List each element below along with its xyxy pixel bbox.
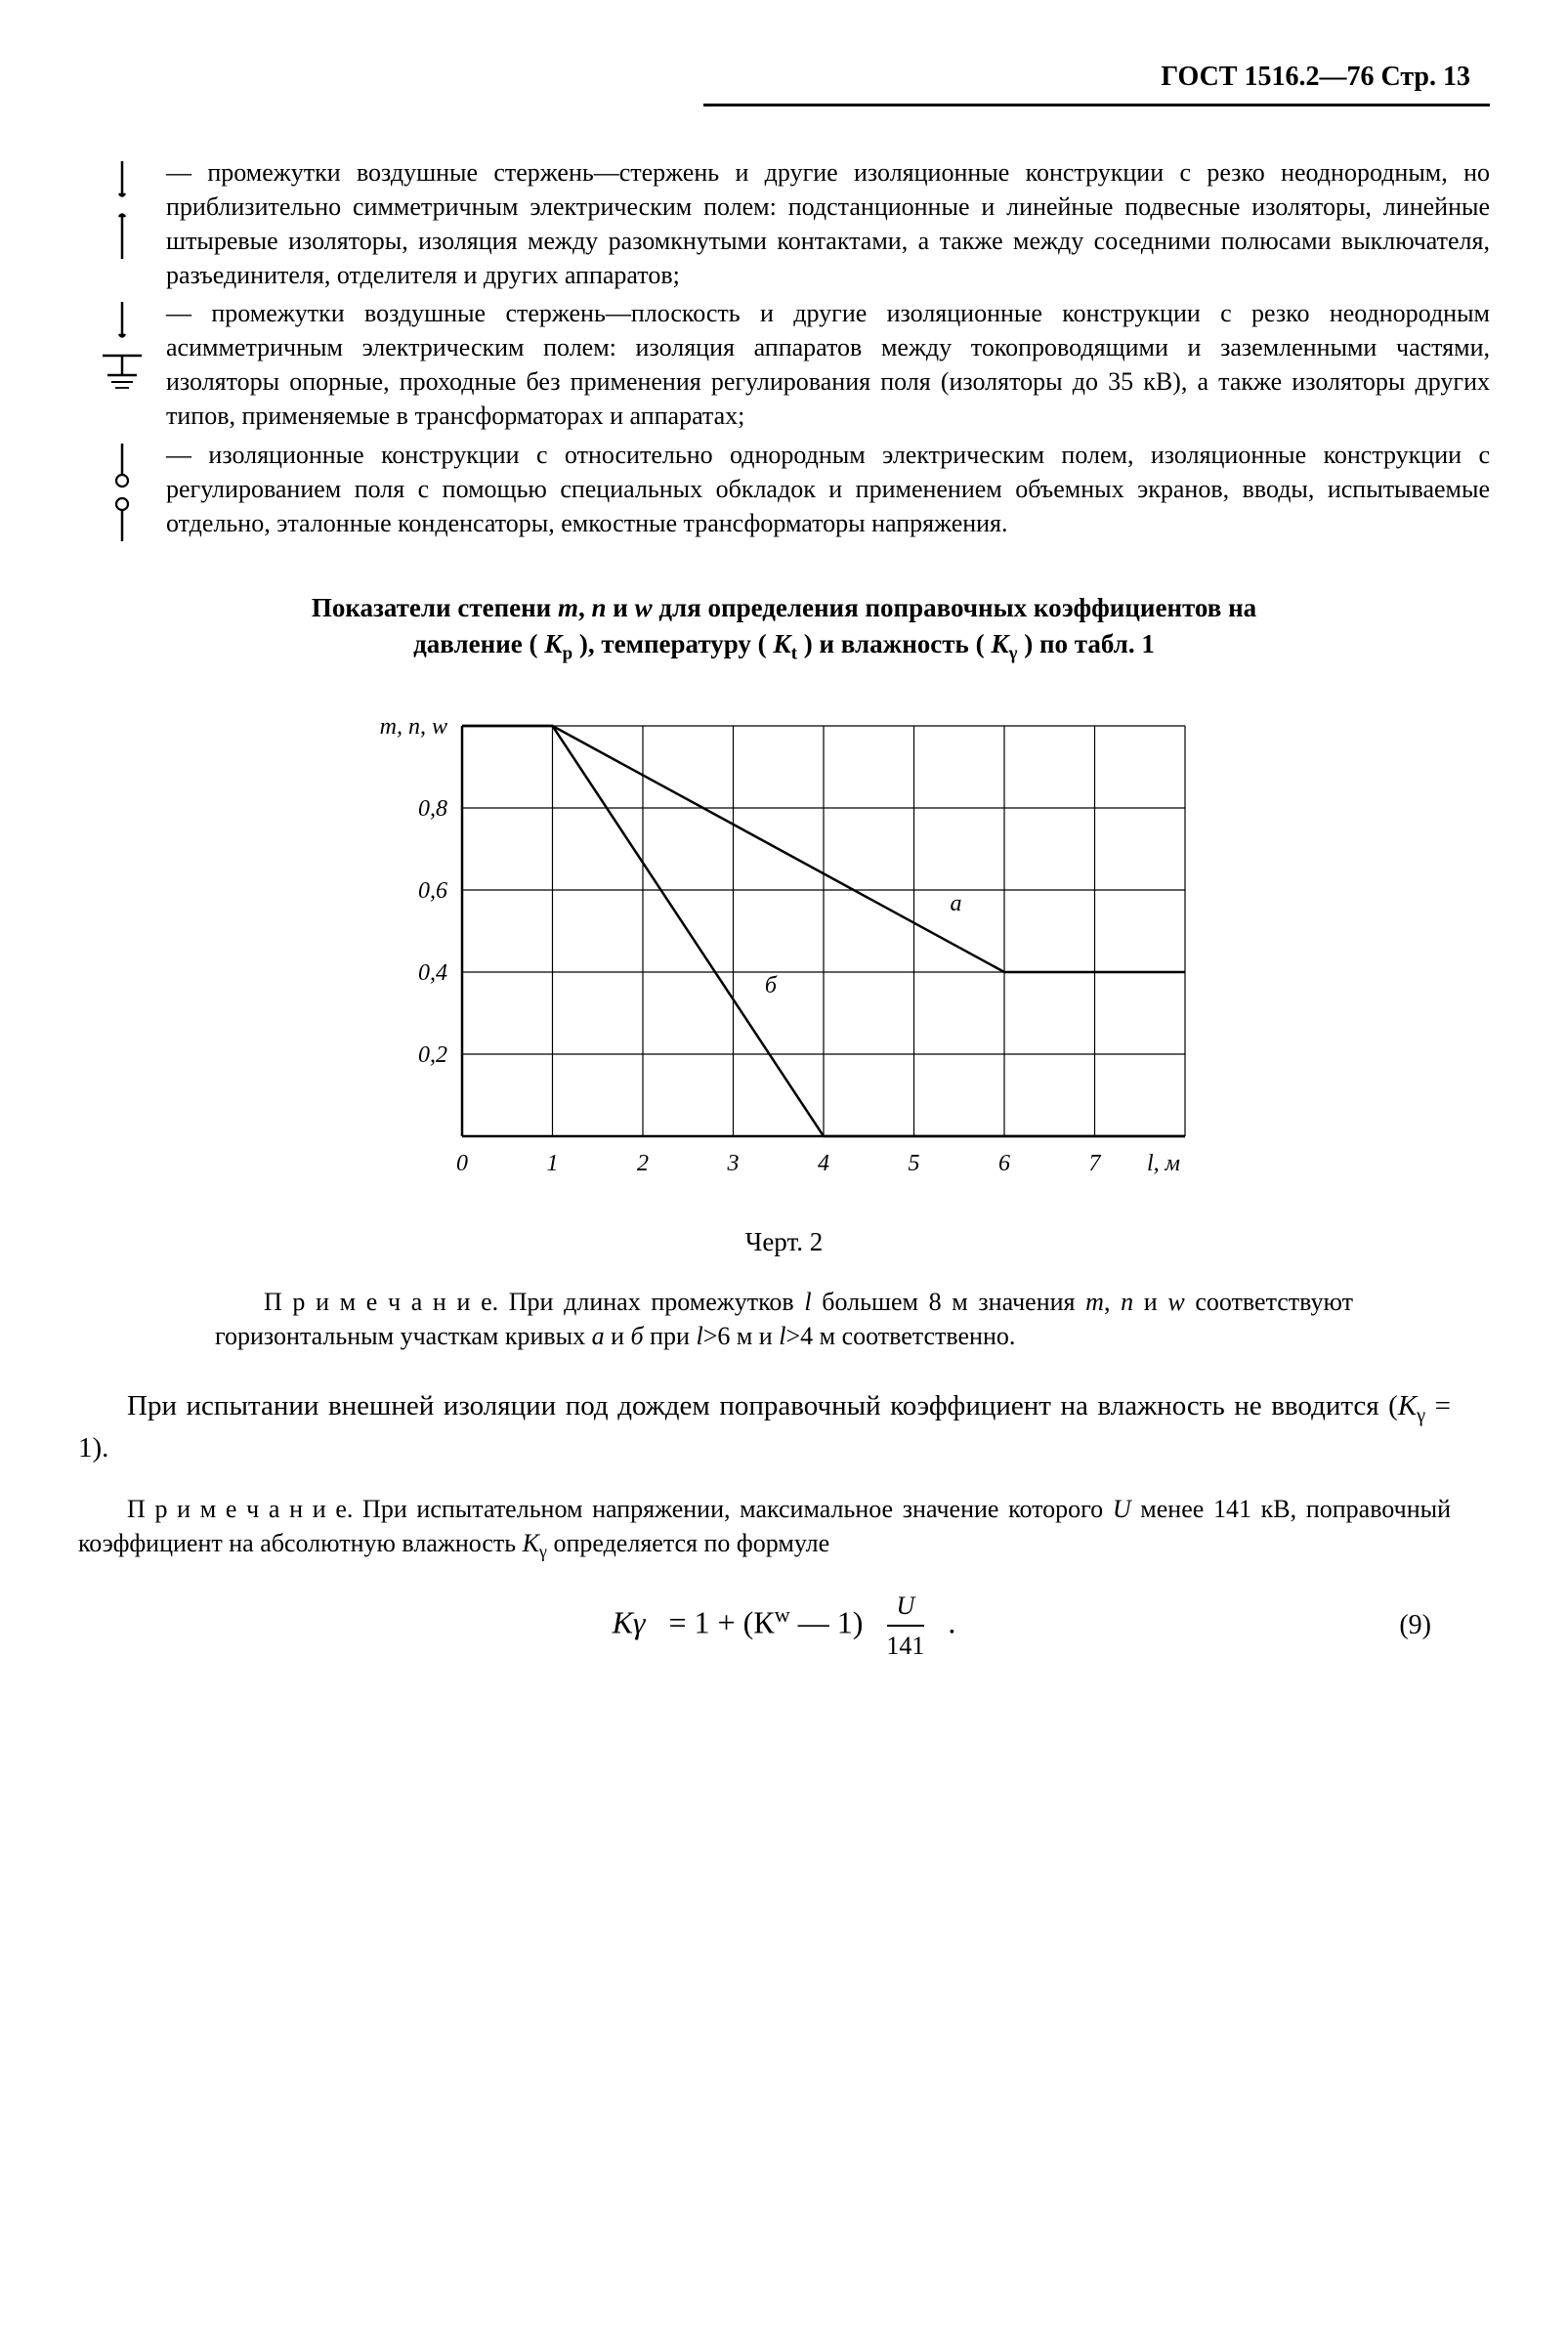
uniform-field-icon — [78, 438, 166, 551]
svg-text:2: 2 — [637, 1151, 649, 1176]
svg-text:6: 6 — [998, 1151, 1010, 1176]
equation-number: (9) — [1399, 1607, 1431, 1644]
list-item-text: промежутки воздушные стержень—стержень и… — [166, 155, 1490, 292]
list-item: изоляционные конструкции с относительно … — [78, 438, 1490, 551]
list-item: промежутки воздушные стержень—стержень и… — [78, 155, 1490, 292]
formula-lhs: Кγ — [613, 1604, 646, 1639]
svg-text:б: б — [764, 973, 777, 998]
section-title: Показатели степени m, n и w для определе… — [296, 590, 1273, 668]
svg-text:5: 5 — [908, 1151, 919, 1176]
svg-text:3: 3 — [726, 1151, 739, 1176]
svg-text:4: 4 — [818, 1151, 829, 1176]
svg-text:1: 1 — [546, 1151, 558, 1176]
header-rule — [703, 104, 1490, 106]
svg-text:0,4: 0,4 — [418, 960, 447, 986]
svg-text:0,2: 0,2 — [418, 1042, 447, 1068]
svg-text:0: 0 — [456, 1151, 468, 1176]
list-item-text: промежутки воздушные стержень—плоскость … — [166, 296, 1490, 433]
svg-text:а: а — [950, 891, 961, 916]
formula-rhs-prefix: 1 + (К — [695, 1604, 775, 1639]
formula-note: П р и м е ч а н и е. При испытательном н… — [78, 1492, 1451, 1564]
svg-text:0,6: 0,6 — [418, 878, 447, 904]
definitions-list: промежутки воздушные стержень—стержень и… — [78, 155, 1490, 551]
formula-exp: w — [775, 1602, 790, 1627]
formula-fraction: U 141 — [876, 1589, 934, 1663]
chart-note: П р и м е ч а н и е. При длинах промежут… — [215, 1285, 1353, 1353]
svg-text:7: 7 — [1088, 1151, 1101, 1176]
formula-num: U — [887, 1589, 925, 1627]
list-item: промежутки воздушные стержень—плоскость … — [78, 296, 1490, 433]
list-item-text: изоляционные конструкции с относительно … — [166, 438, 1490, 551]
formula-rhs-mid: — 1) — [790, 1604, 864, 1639]
rod-plane-icon — [78, 296, 166, 433]
exponent-chart: а б 0 1 2 3 4 5 6 7 0,2 0,4 0,6 0,8 m, n, w l, м — [355, 697, 1214, 1205]
chart-caption: Черт. 2 — [78, 1224, 1490, 1259]
formula-den: 141 — [876, 1627, 934, 1663]
rain-paragraph: При испытании внешней изоляции под дожде… — [78, 1387, 1451, 1467]
rod-rod-icon — [78, 155, 166, 292]
formula-9: Кγ = 1 + (Кw — 1) U 141 . (9) — [78, 1589, 1490, 1663]
page-header: ГОСТ 1516.2—76 Стр. 13 — [78, 59, 1490, 96]
svg-text:l, м: l, м — [1147, 1151, 1180, 1176]
svg-text:m, n, w: m, n, w — [379, 714, 446, 740]
svg-text:0,8: 0,8 — [418, 796, 447, 822]
chart-container: а б 0 1 2 3 4 5 6 7 0,2 0,4 0,6 0,8 m, n, w l, м — [78, 697, 1490, 1205]
